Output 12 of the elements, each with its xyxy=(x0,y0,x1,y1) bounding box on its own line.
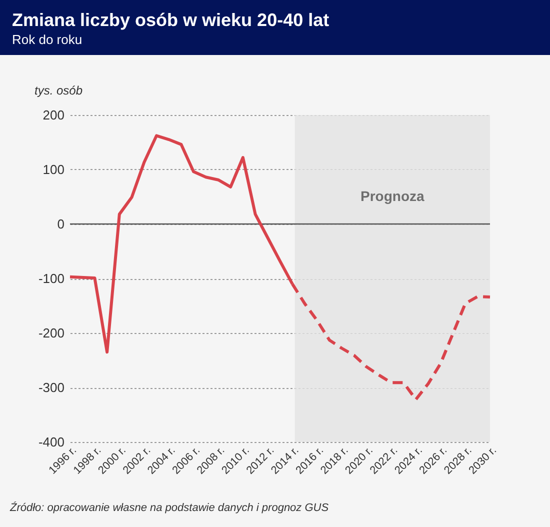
y-tick-label: -100 xyxy=(38,271,64,286)
chart-subtitle: Rok do roku xyxy=(12,31,84,49)
text: Źródło: opracowanie własne na podstawie danych i prognoz GUS xyxy=(10,502,329,514)
y-tick-label: 0 xyxy=(57,216,64,232)
chart-title: Zmiana liczby osób w wieku 20-40 lat xyxy=(12,9,330,31)
y-tick-label: 100 xyxy=(42,162,64,177)
y-axis-title: tys. osób xyxy=(34,84,83,98)
y-tick-label: -400 xyxy=(38,434,64,450)
y-tick-label: -300 xyxy=(38,380,64,395)
y-tick-label: 200 xyxy=(42,108,64,122)
y-tick-label: -200 xyxy=(38,326,64,340)
band-label: Prognoza xyxy=(360,188,425,204)
